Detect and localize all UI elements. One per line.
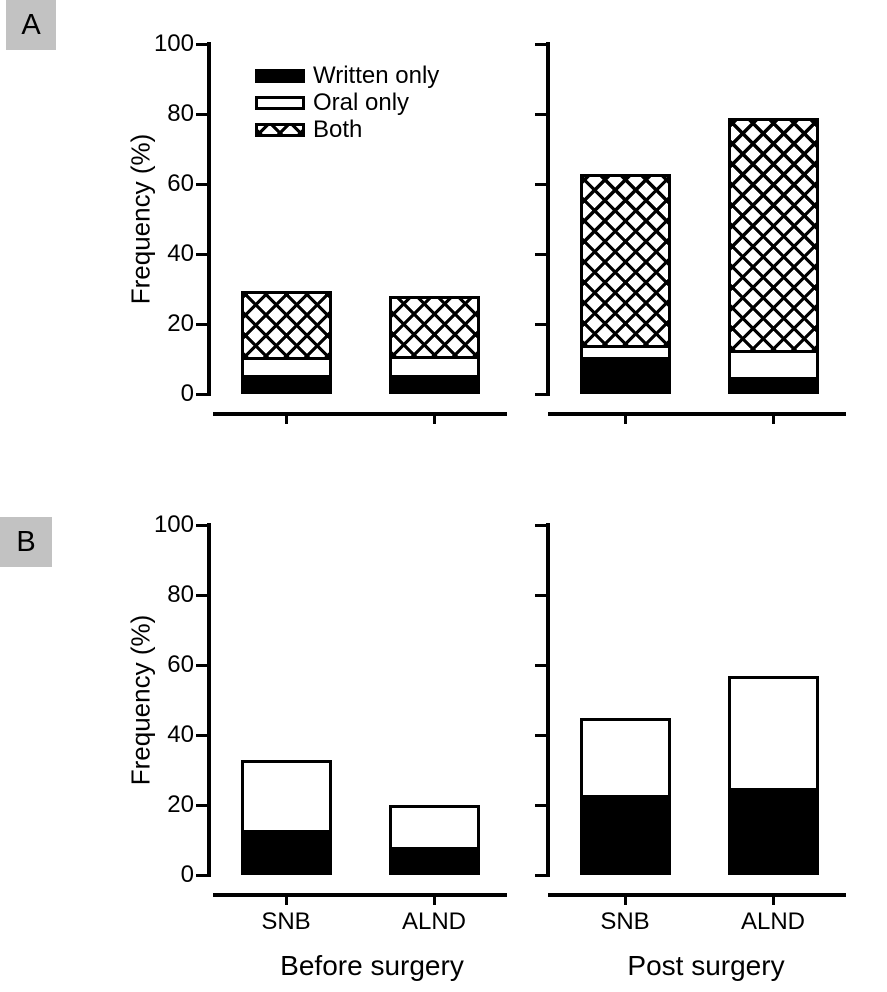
y-axis-tick [196, 322, 207, 326]
y-axis-line [546, 42, 550, 396]
x-axis-tick [771, 897, 775, 905]
x-axis-line [548, 412, 846, 416]
y-tick-label: 40 [167, 721, 194, 748]
y-tick-label: 20 [167, 310, 194, 337]
legend-label: Written only [313, 62, 440, 89]
legend-label: Oral only [313, 89, 410, 116]
bar-segment-solid-black [579, 794, 671, 875]
x-axis-tick [284, 416, 288, 424]
y-tick-label: 0 [180, 380, 194, 407]
bar-segment-solid-black [388, 847, 480, 875]
y-tick-label: 20 [167, 791, 194, 818]
legend-swatch-solid-black [255, 69, 305, 83]
bar-segment-solid-black [579, 357, 671, 394]
y-axis-line [546, 523, 550, 877]
bar-segment-crosshatch [579, 173, 671, 348]
x-category-label: SNB [261, 908, 311, 935]
bar-segment-solid-white [727, 675, 819, 791]
y-tick-label: 80 [167, 100, 194, 127]
panel-label-a: A [6, 0, 56, 50]
y-axis-tick [196, 733, 207, 737]
y-axis-tick [535, 663, 546, 667]
x-axis-line [548, 893, 846, 897]
x-category-label: ALND [401, 908, 467, 935]
y-tick-label: 60 [167, 651, 194, 678]
x-axis-tick [623, 416, 627, 424]
bar-segment-solid-white [388, 355, 480, 378]
y-axis-tick [535, 523, 546, 527]
x-category-label: ALND [740, 908, 806, 935]
y-axis-title: Frequency (%) [125, 133, 156, 305]
bar-segment-solid-black [727, 787, 819, 875]
legend-swatch-crosshatch [255, 123, 305, 137]
y-axis-tick [196, 112, 207, 116]
y-axis-tick [535, 322, 546, 326]
panel-label-b: B [0, 517, 52, 567]
bar-segment-crosshatch [388, 296, 480, 359]
y-tick-label: 60 [167, 170, 194, 197]
bar-segment-crosshatch [727, 117, 819, 354]
bar-segment-solid-white [388, 805, 480, 850]
y-axis-tick [535, 593, 546, 597]
bar-segment-solid-white [240, 759, 332, 833]
y-axis-tick [535, 733, 546, 737]
x-axis-tick [771, 416, 775, 424]
y-axis-line [207, 42, 211, 396]
legend-swatch-solid-white [255, 96, 305, 110]
y-axis-tick [535, 803, 546, 807]
legend-label: Both [313, 116, 363, 143]
y-tick-label: 0 [180, 861, 194, 888]
x-group-title: Post surgery [627, 950, 785, 981]
y-axis-tick [535, 873, 546, 877]
y-axis-tick [196, 252, 207, 256]
y-axis-tick [535, 182, 546, 186]
y-axis-title: Frequency (%) [125, 614, 156, 786]
x-axis-tick [432, 897, 436, 905]
y-axis-tick [535, 112, 546, 116]
y-axis-line [207, 523, 211, 877]
y-axis-tick [196, 392, 207, 396]
bar-segment-crosshatch [240, 290, 332, 361]
bar-segment-solid-white [727, 350, 819, 380]
y-axis-tick [535, 252, 546, 256]
bar-segment-solid-white [579, 717, 671, 798]
y-axis-tick [196, 663, 207, 667]
x-category-label: SNB [600, 908, 650, 935]
x-axis-tick [432, 416, 436, 424]
x-axis-tick [284, 897, 288, 905]
y-axis-tick [196, 873, 207, 877]
bar-segment-solid-white [240, 357, 332, 378]
y-axis-tick [196, 523, 207, 527]
x-axis-line [213, 412, 507, 416]
y-tick-label: 40 [167, 240, 194, 267]
x-axis-tick [623, 897, 627, 905]
y-tick-label: 80 [167, 581, 194, 608]
y-axis-tick [535, 42, 546, 46]
y-axis-tick [535, 392, 546, 396]
y-axis-tick [196, 182, 207, 186]
y-axis-tick [196, 593, 207, 597]
y-tick-label: 100 [153, 30, 194, 57]
y-axis-tick [196, 803, 207, 807]
x-group-title: Before surgery [280, 950, 464, 981]
x-axis-line [213, 893, 507, 897]
y-axis-tick [196, 42, 207, 46]
y-tick-label: 100 [153, 511, 194, 538]
bar-segment-solid-black [240, 829, 332, 875]
